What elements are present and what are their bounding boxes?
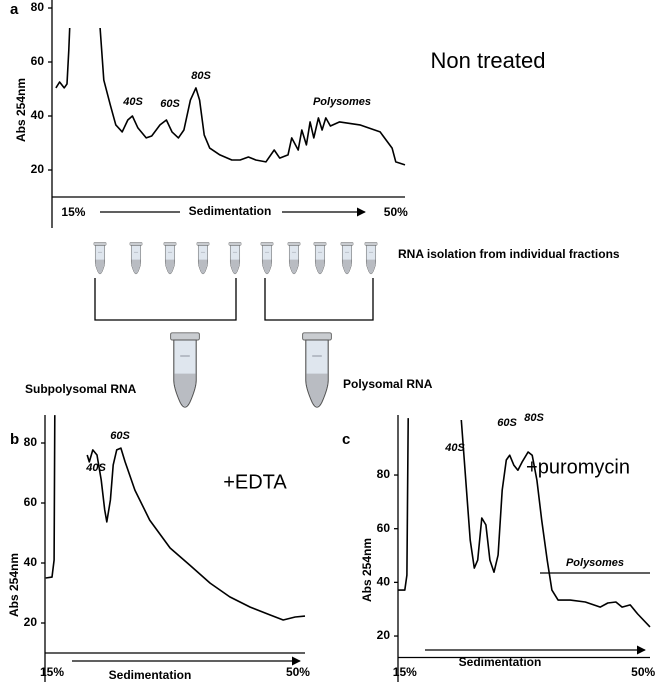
- panel-label: c: [342, 431, 350, 448]
- tube: [129, 242, 143, 275]
- tube: [287, 242, 301, 275]
- step-label: RNA isolation from individual fractions: [398, 247, 620, 261]
- tube: [163, 242, 177, 275]
- peak-label: 40S: [122, 96, 143, 108]
- profile-line: [398, 418, 651, 628]
- y-axis-label: Abs 254nm: [14, 78, 28, 142]
- bracket: [94, 278, 237, 321]
- y-axis-label: Abs 254nm: [7, 553, 21, 617]
- x-tick-label: 50%: [286, 665, 310, 679]
- tubes: [93, 242, 378, 409]
- x-tick-label: 50%: [384, 205, 408, 219]
- peak-label: 60S: [497, 417, 517, 429]
- tube: [228, 242, 242, 275]
- y-tick-label: 40: [377, 575, 391, 589]
- panel-label: a: [10, 1, 19, 18]
- x-tick-label: 15%: [393, 665, 417, 679]
- y-tick-label: 40: [24, 555, 38, 569]
- peak-label: 80S: [191, 70, 211, 82]
- peak-label: 60S: [110, 430, 130, 442]
- x-tick-label: 15%: [40, 665, 64, 679]
- y-tick-label: 80: [24, 435, 38, 449]
- peak-label: 40S: [444, 442, 465, 454]
- x-tick-label: 50%: [631, 665, 655, 679]
- y-tick-label: 20: [24, 615, 38, 629]
- y-tick-label: 20: [31, 162, 45, 176]
- tube: [340, 242, 354, 275]
- x-axis-label: Sedimentation: [459, 655, 542, 669]
- y-tick-label: 80: [31, 0, 45, 14]
- tube: [196, 242, 210, 275]
- y-axis-label: Abs 254nm: [360, 538, 374, 602]
- pool-label: Polysomal RNA: [343, 377, 433, 391]
- chart-title: Non treated: [431, 48, 546, 73]
- y-tick-label: 60: [24, 495, 38, 509]
- pool-label: Subpolysomal RNA: [25, 382, 137, 396]
- peak-label: 80S: [524, 412, 544, 424]
- peak-label: 60S: [160, 98, 180, 110]
- tube: [364, 242, 378, 275]
- peak-label: 40S: [85, 462, 106, 474]
- pool-tube: [169, 332, 201, 409]
- tube: [260, 242, 274, 275]
- peak-label: Polysomes: [313, 96, 371, 108]
- x-axis-label: Sedimentation: [189, 204, 272, 218]
- x-axis-label: Sedimentation: [109, 668, 192, 682]
- profile-line: [55, 27, 406, 166]
- chart-title: +puromycin: [526, 456, 630, 478]
- y-tick-label: 40: [31, 108, 45, 122]
- tube: [93, 242, 107, 275]
- y-tick-label: 60: [31, 54, 45, 68]
- panel-label: b: [10, 431, 19, 448]
- bracket: [264, 278, 374, 321]
- peak-label: Polysomes: [566, 557, 624, 569]
- x-tick-label: 15%: [61, 205, 85, 219]
- tube: [313, 242, 327, 275]
- chart-title: +EDTA: [223, 471, 287, 493]
- pool-tube: [301, 332, 333, 409]
- y-tick-label: 80: [377, 467, 391, 481]
- profile-line: [45, 415, 306, 621]
- y-tick-label: 20: [377, 628, 391, 642]
- y-tick-label: 60: [377, 521, 391, 535]
